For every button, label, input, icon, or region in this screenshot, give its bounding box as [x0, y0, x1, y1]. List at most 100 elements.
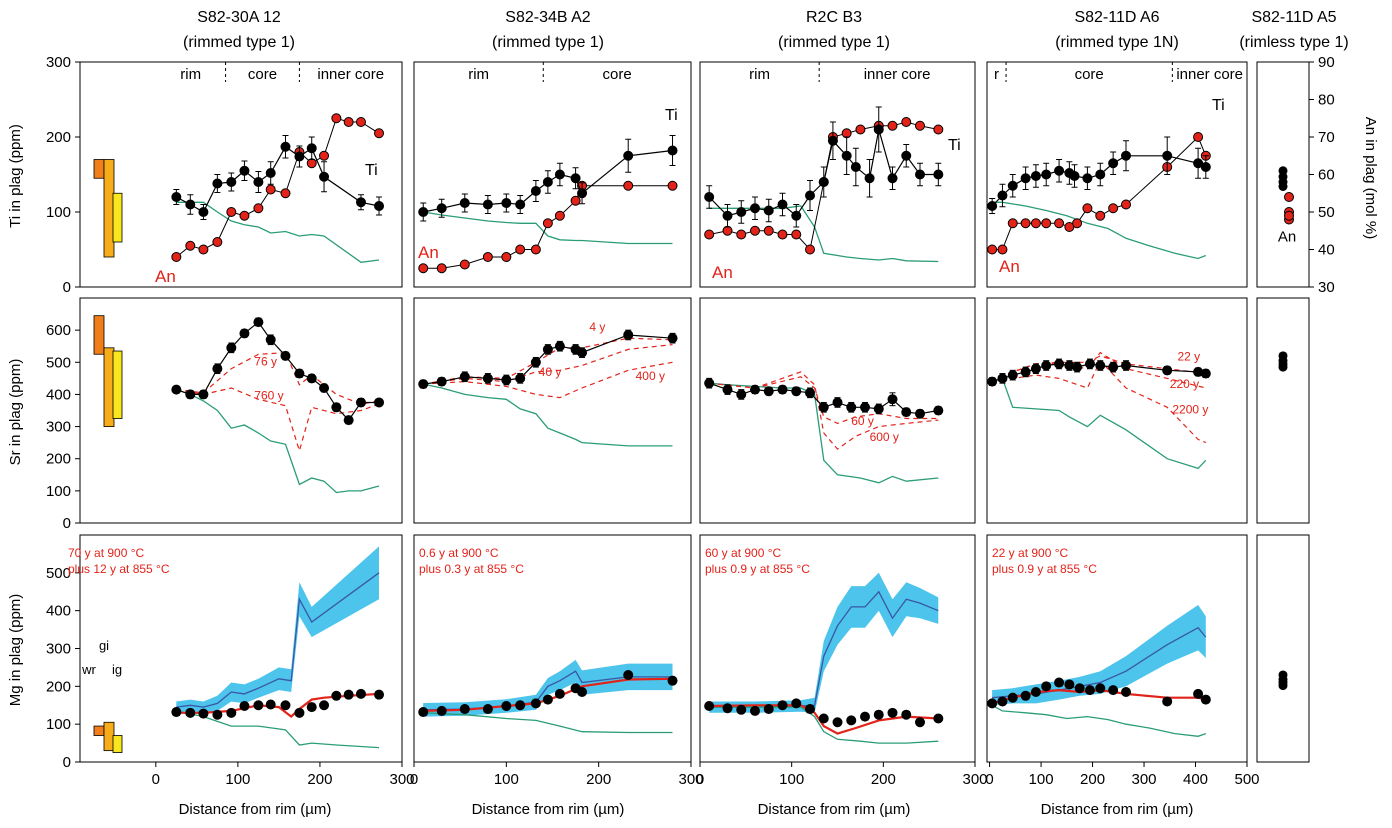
an-point: [1121, 199, 1132, 210]
chart-title-1: S82-30A 12: [197, 9, 281, 26]
ti-line: [176, 145, 380, 213]
mg-model-line: [176, 710, 380, 749]
sr-point: [987, 376, 998, 387]
sr-diffusion-label: 760 y: [254, 388, 283, 402]
ti-point: [319, 171, 330, 182]
ti-point: [374, 201, 385, 211]
an-point: [331, 113, 342, 124]
mg-tick-label: 100: [46, 716, 71, 733]
mg-tick-label: 300: [46, 641, 71, 658]
sr-point: [501, 374, 512, 385]
x-tick-label: 0: [152, 771, 160, 788]
panel-frame: [79, 297, 403, 524]
ti-point: [805, 190, 815, 201]
sr-line: [176, 321, 379, 422]
chart-subtitle-1: (rimmed type 1): [183, 34, 295, 51]
ti-point: [864, 173, 875, 184]
ti-point: [171, 192, 182, 202]
sr-point: [1030, 363, 1041, 374]
ti-point: [791, 210, 802, 221]
mg-point: [915, 717, 925, 728]
sr-point: [777, 384, 788, 395]
sr-point: [1278, 362, 1288, 372]
mg-annotation: plus 0.9 y at 855 °C: [992, 562, 1097, 576]
mg-point: [280, 700, 291, 711]
sr-diffusion-label: 220 y: [1170, 377, 1199, 391]
an-point: [933, 124, 944, 135]
chart-column-4: r core inner core Ti An 22 y 220 y 2200 y 22 y a…: [987, 62, 1243, 737]
mg-tick-label: 0: [63, 754, 71, 771]
mg-point: [306, 702, 317, 713]
sr-point: [319, 383, 330, 393]
mg-point: [185, 707, 196, 718]
mg-point: [887, 707, 898, 718]
an-tick-label: 40: [1318, 242, 1335, 259]
an-point: [239, 210, 250, 221]
ti-point: [915, 169, 925, 180]
sr-point: [253, 317, 264, 328]
x-tick-label: 200: [1080, 771, 1105, 788]
ti-point: [226, 177, 237, 187]
sr-point: [185, 389, 196, 400]
x-tick-label: 300: [678, 771, 703, 788]
sr-point: [530, 357, 541, 368]
ti-y-axis-label: Ti in plag (ppm): [7, 124, 24, 228]
mg-point: [374, 689, 385, 700]
mg-point: [901, 709, 912, 720]
mg-annotation: 70 y at 900 °C: [68, 546, 145, 560]
ti-point: [1108, 158, 1119, 169]
panel-frame: [986, 61, 1248, 288]
sr-model-line: [991, 377, 1207, 470]
panel-frame: [79, 61, 403, 288]
sr-point: [1041, 360, 1052, 371]
sr-diffusion-line: [423, 361, 673, 399]
sr-diffusion-line: [176, 351, 380, 405]
zone-label: inner core: [317, 66, 384, 83]
an-point: [542, 218, 553, 229]
mg-model-line: [991, 704, 1207, 737]
panel-frame: [699, 534, 976, 763]
chart-title-3: R2C B3: [806, 9, 862, 26]
ti-point: [515, 199, 526, 210]
mg-point: [343, 689, 354, 700]
mg-annotation: plus 0.3 y at 855 °C: [419, 562, 524, 576]
sr-point: [933, 405, 944, 416]
mg-point: [459, 704, 470, 715]
an-point: [185, 240, 196, 251]
an-tick-label: 70: [1318, 129, 1335, 146]
panel-frame: [413, 534, 692, 763]
zones: r core inner core: [994, 62, 1243, 83]
sr-point: [515, 373, 526, 384]
sr-point: [818, 402, 829, 413]
an-point: [280, 188, 291, 199]
ti-model-line: [992, 201, 1207, 260]
mg-point: [623, 669, 634, 680]
chart-subtitle-2: (rimmed type 1): [492, 34, 604, 51]
ti-point: [459, 198, 470, 208]
an-point: [667, 180, 678, 191]
sr-point: [846, 402, 857, 413]
mg-point: [1041, 681, 1052, 692]
mg-point: [805, 704, 815, 715]
mg-point: [736, 704, 747, 715]
mg-point: [846, 715, 857, 726]
mg-point: [1054, 677, 1065, 688]
mg-point: [171, 707, 182, 718]
sr-tick-label: 100: [46, 483, 71, 500]
ti-point: [1020, 173, 1031, 184]
ti-point: [933, 169, 944, 180]
sr-diffusion-label: 22 y: [1177, 350, 1200, 364]
sr-point: [832, 397, 843, 408]
sr-point: [722, 384, 733, 395]
mg-point: [212, 709, 223, 720]
sr-point: [1193, 366, 1204, 377]
sr-diffusion-line: [176, 387, 380, 453]
sr-point: [1200, 368, 1211, 379]
mg-annotation: 0.6 y at 900 °C: [419, 546, 499, 560]
sr-point: [343, 415, 354, 426]
bar-ig-ti: [112, 192, 123, 243]
sr-point: [901, 407, 912, 418]
sr-diffusion-line: [709, 376, 939, 425]
bar-wr-sr: [93, 315, 105, 355]
x-tick-label: 100: [494, 771, 519, 788]
